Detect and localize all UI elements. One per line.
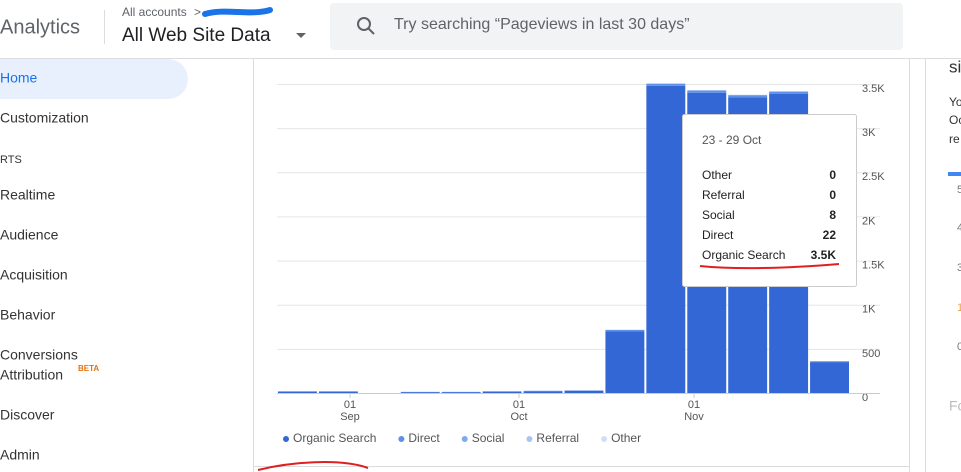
legend-swatch[interactable] [461, 436, 468, 442]
bar-segment [646, 84, 686, 86]
nav-item[interactable]: Realtime [0, 187, 55, 203]
panel-text: Fo [949, 398, 961, 414]
y-tick-label: 1.5K [862, 259, 885, 271]
tooltip-value: 3.5K [811, 248, 837, 262]
legend-label[interactable]: Direct [408, 431, 440, 445]
bar-segment [687, 90, 727, 91]
nav-item[interactable]: Customization [0, 110, 89, 126]
breadcrumb[interactable]: All accounts [122, 5, 187, 19]
legend-swatch[interactable] [526, 436, 533, 442]
breadcrumb-separator: > [194, 5, 201, 19]
legend-swatch[interactable] [283, 436, 289, 442]
panel-text: 3 [957, 262, 961, 274]
x-tick-label: Sep [340, 411, 360, 423]
product-name: Analytics [0, 16, 80, 38]
bar-segment [769, 91, 809, 94]
legend-label[interactable]: Social [472, 431, 505, 445]
y-tick-label: 0 [862, 392, 868, 404]
bar-segment [482, 391, 522, 393]
legend-label[interactable]: Organic Search [293, 431, 376, 445]
nav-item[interactable]: Behavior [0, 307, 56, 323]
tooltip-value: 0 [829, 188, 836, 202]
sidebar: Home Customization RTS Realtime Audience Acqu… [0, 70, 99, 463]
bar-segment [810, 361, 849, 363]
bar-segment [400, 392, 440, 393]
bar-segment [564, 390, 604, 393]
bar-segment [605, 329, 645, 332]
bar-segment [441, 392, 481, 393]
tooltip: 23 - 29 Oct Other 0 Referral 0 Social 8 Direct 2… [682, 114, 857, 287]
x-tick-label: 01 [513, 399, 525, 411]
nav-item[interactable]: Discover [0, 407, 55, 423]
tooltip-name: Referral [702, 188, 745, 202]
y-tick-label: 500 [862, 348, 880, 360]
dropdown-arrow[interactable] [296, 33, 306, 38]
panel-bar [948, 172, 961, 176]
panel-text: re [949, 132, 960, 146]
panel-text: si [949, 57, 961, 76]
tooltip-value: 22 [823, 228, 837, 242]
panel-text: 0 [957, 341, 961, 353]
tooltip-name: Organic Search [702, 248, 785, 262]
panel-text: 5 [957, 184, 961, 196]
legend-label[interactable]: Other [611, 431, 641, 445]
x-tick-label: Nov [684, 411, 704, 423]
y-tick-label: 3K [862, 127, 876, 139]
search-box[interactable] [330, 3, 903, 50]
selected-highlight [0, 59, 188, 99]
bar-segment [810, 362, 849, 393]
legend-swatch[interactable] [398, 436, 405, 442]
search-placeholder: Try searching “Pageviews in last 30 days… [394, 16, 690, 33]
nav-item[interactable]: Admin [0, 447, 40, 463]
tooltip-value: 0 [829, 168, 836, 182]
search-icon [357, 17, 371, 31]
right-panel: si Yo Oc re 5 4 3 1 0 Fo [949, 57, 961, 413]
tooltip-value: 8 [829, 208, 836, 222]
tooltip-box [682, 114, 857, 287]
nav-item[interactable]: Audience [0, 227, 59, 243]
tooltip-title: 23 - 29 Oct [702, 133, 762, 147]
annotation-stroke [257, 461, 369, 471]
nav-item[interactable]: Conversions [0, 347, 78, 363]
tooltip-name: Social [702, 208, 735, 222]
bar-segment [318, 391, 358, 393]
x-tick-label: Oct [510, 411, 527, 423]
y-tick-label: 3.5K [862, 83, 885, 95]
y-tick-label: 2K [862, 215, 876, 227]
bar-segment [605, 331, 645, 393]
nav-item[interactable]: Home [0, 70, 38, 86]
search-icon-handle [367, 27, 375, 35]
tooltip-name: Other [702, 168, 732, 182]
panel-text: Oc [949, 113, 961, 127]
y-tick-label: 2.5K [862, 171, 885, 183]
redaction [202, 7, 273, 17]
panel-text: 1 [957, 302, 961, 314]
panel-text: 4 [957, 222, 961, 234]
x-tick-label: 01 [344, 399, 356, 411]
bar-segment [687, 90, 727, 93]
bar-segment [646, 85, 686, 393]
bar-segment [523, 391, 563, 393]
view-selector[interactable]: All Web Site Data [122, 25, 271, 46]
legend-swatch[interactable] [601, 436, 608, 442]
legend-label[interactable]: Referral [536, 431, 579, 445]
y-tick-label: 1K [862, 304, 876, 316]
nav-item: RTS [0, 154, 22, 166]
nav-item[interactable]: Acquisition [0, 267, 68, 283]
panel-text: Yo [949, 95, 961, 109]
nav-item[interactable]: Attribution [0, 367, 63, 383]
annotation-underline [699, 263, 840, 270]
x-tick-label: 01 [688, 399, 700, 411]
bar-segment [278, 391, 317, 393]
tooltip-name: Direct [702, 228, 734, 242]
beta-badge: BETA [78, 364, 99, 373]
bar-segment [728, 95, 768, 98]
